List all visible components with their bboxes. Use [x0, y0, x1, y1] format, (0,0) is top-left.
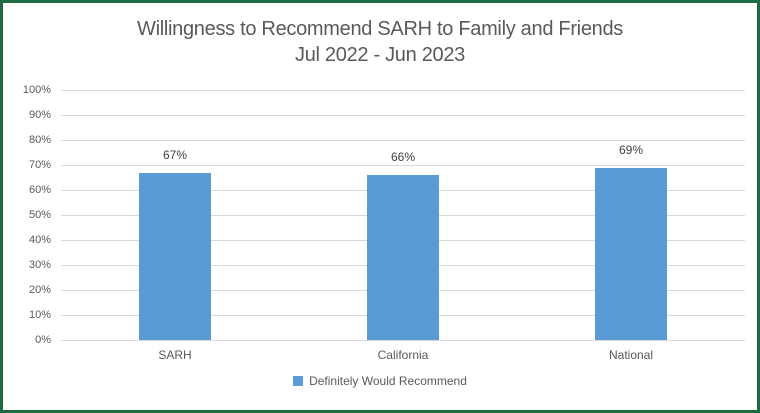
bar-value-label-california: 66%	[390, 150, 416, 164]
bar-california	[367, 175, 439, 340]
y-axis-tick-label-90: 90%	[28, 109, 51, 121]
y-axis-tick-label-40: 40%	[28, 234, 51, 246]
bar-value-label-sarh: 67%	[162, 147, 188, 162]
x-axis-category-label-sarh: SARH	[158, 348, 192, 362]
legend-item-0: Definitely Would Recommend	[293, 374, 467, 388]
x-axis-category-label-california: California	[377, 348, 429, 362]
y-axis-tick-label-70: 70%	[28, 159, 51, 171]
y-axis-tick-label-20: 20%	[28, 284, 51, 296]
chart-legend: Definitely Would Recommend	[3, 374, 757, 388]
bar-sarh	[139, 172, 211, 340]
y-axis-tick-label-0: 0%	[35, 334, 51, 346]
plot-area: 67% 66% 69%	[61, 90, 745, 341]
gridline-100	[61, 90, 745, 91]
legend-label: Definitely Would Recommend	[309, 374, 467, 388]
gridline-0	[61, 340, 745, 341]
y-axis-tick-label-30: 30%	[28, 259, 51, 271]
chart-title-line1: Willingness to Recommend SARH to Family …	[137, 18, 623, 40]
y-axis-tick-label-60: 60%	[28, 184, 51, 196]
bar-national	[595, 167, 667, 340]
bar-value-label-national: 69%	[618, 142, 644, 157]
y-axis-tick-label-80: 80%	[28, 134, 51, 146]
legend-marker-icon	[293, 376, 304, 386]
gridline-80	[61, 140, 745, 141]
y-axis-tick-label-50: 50%	[28, 209, 51, 221]
x-axis-category-label-national: National	[608, 348, 654, 362]
y-axis-tick-label-10: 10%	[28, 309, 51, 321]
chart-title: Willingness to Recommend SARH to Family …	[3, 16, 757, 68]
y-axis-tick-label-100: 100%	[22, 84, 51, 96]
gridline-70	[61, 165, 745, 166]
gridline-90	[61, 115, 745, 116]
chart-title-line2: Jul 2022 - Jun 2023	[295, 44, 465, 66]
